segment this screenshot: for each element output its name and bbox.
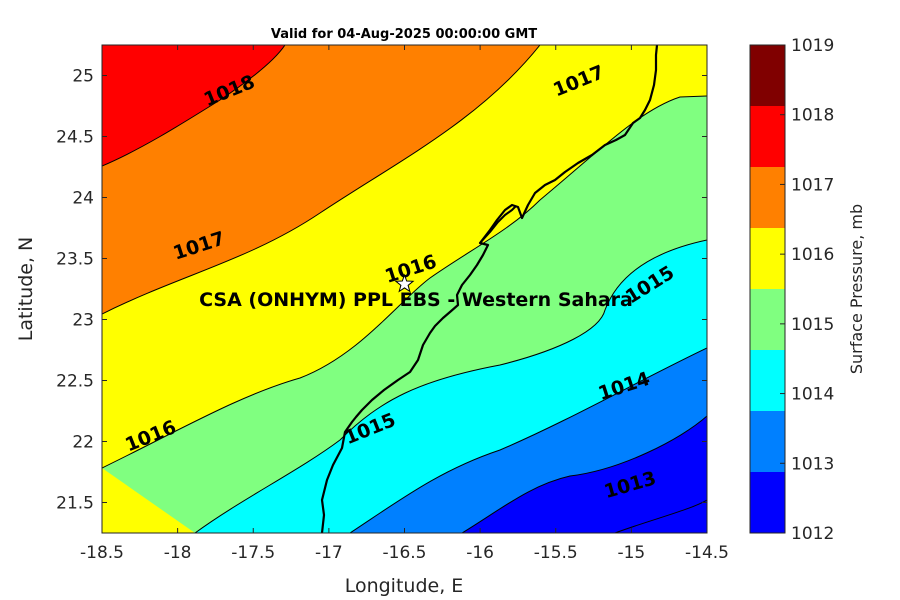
band-1017-1018 xyxy=(102,45,540,314)
colorbar-tick-label: 1018 xyxy=(791,106,834,126)
colorbar-segment xyxy=(750,167,785,228)
chart-title: Valid for 04-Aug-2025 00:00:00 GMT xyxy=(271,27,537,42)
x-tick-label: -18 xyxy=(164,543,192,563)
band-1012-1013 xyxy=(462,416,707,533)
colorbar-segment xyxy=(750,228,785,289)
colorbar-tick-label: 1015 xyxy=(791,315,834,335)
x-tick-label: -15 xyxy=(617,543,645,563)
x-axis-label: Longitude, E xyxy=(345,575,464,597)
y-tick-label: 22.5 xyxy=(56,372,94,392)
colorbar-frame xyxy=(749,44,786,534)
site-label: CSA (ONHYM) PPL EBS - Western Sahara xyxy=(199,289,633,311)
y-tick-label: 23.5 xyxy=(56,250,94,270)
band-1018-1019 xyxy=(102,45,285,166)
colorbar-tick-label: 1013 xyxy=(791,454,834,474)
plot-area xyxy=(102,45,707,533)
y-tick-label: 23 xyxy=(72,311,94,331)
colorbar-tick-label: 1016 xyxy=(791,245,834,265)
colorbar-tick-label: 1017 xyxy=(791,175,834,195)
colorbar-segment xyxy=(750,350,785,411)
coastline-inlet xyxy=(479,205,517,244)
colorbar-segment xyxy=(750,289,785,350)
colorbar-tick-label: 1012 xyxy=(791,524,834,544)
y-tick-label: 21.5 xyxy=(56,494,94,514)
x-tick-label: -17.5 xyxy=(231,543,275,563)
coastline xyxy=(320,45,659,533)
y-tick-label: 25 xyxy=(72,67,94,87)
x-tick-label: -15.5 xyxy=(534,543,578,563)
colorbar: 1012 1013 1014 1015 1016 1017 1018 1019 xyxy=(749,36,834,544)
colorbar-label: Surface Pressure, mb xyxy=(847,204,866,374)
y-tick-label: 24 xyxy=(72,189,94,209)
x-tick-label: -18.5 xyxy=(80,543,124,563)
colorbar-segment xyxy=(750,45,785,106)
y-tick-label: 24.5 xyxy=(56,128,94,148)
y-tick-label: 22 xyxy=(72,433,94,453)
colorbar-segment xyxy=(750,472,785,533)
site-star-icon xyxy=(394,273,415,293)
x-tick-label: -16 xyxy=(466,543,494,563)
y-axis-label: Latitude, N xyxy=(15,237,37,342)
band-low-1012 xyxy=(615,500,707,533)
colorbar-segment xyxy=(750,411,785,472)
colorbar-tick-label: 1019 xyxy=(791,36,834,56)
colorbar-tick-label: 1014 xyxy=(791,385,834,405)
axes: -18.5 -18 -17.5 -17 -16.5 -16 -15.5 -15 -14.5 21.… xyxy=(56,45,729,563)
colorbar-segment xyxy=(750,106,785,167)
site: CSA (ONHYM) PPL EBS - Western Sahara xyxy=(199,273,633,311)
x-tick-label: -16.5 xyxy=(383,543,427,563)
x-tick-label: -17 xyxy=(315,543,343,563)
x-tick-label: -14.5 xyxy=(685,543,729,563)
